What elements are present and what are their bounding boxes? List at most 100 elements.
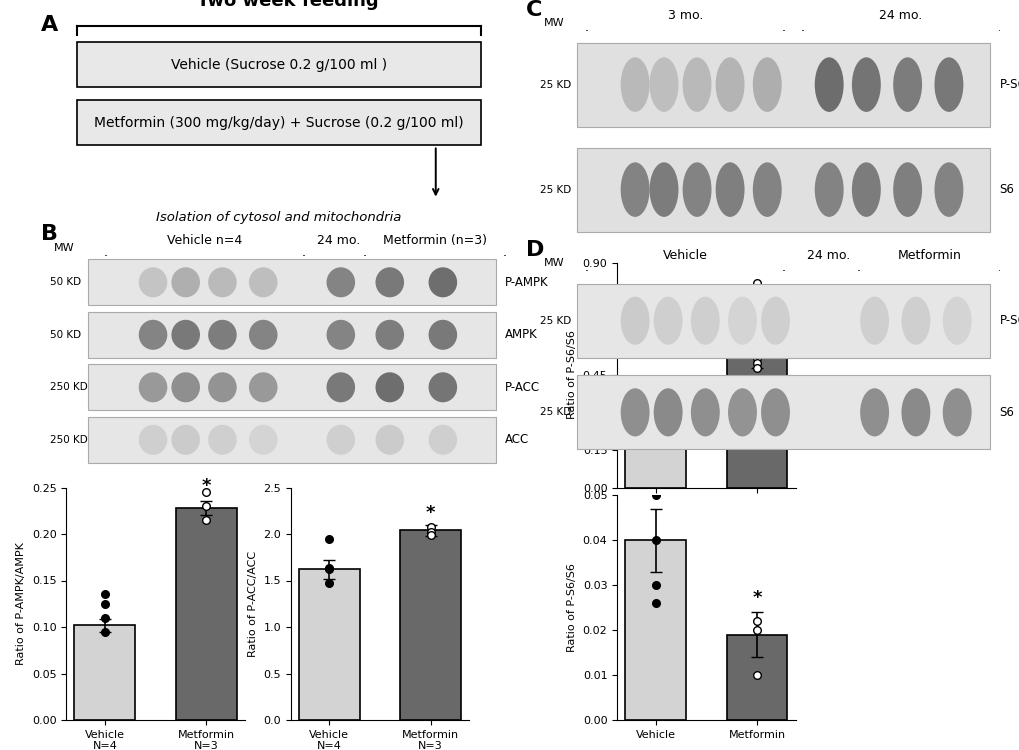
Text: †: † [752,290,760,308]
FancyBboxPatch shape [577,148,989,232]
Text: 50 KD: 50 KD [50,330,82,340]
Ellipse shape [851,162,880,217]
Ellipse shape [682,162,711,217]
Ellipse shape [375,267,404,297]
Text: S6: S6 [999,406,1014,418]
Bar [175,508,236,720]
Text: D: D [525,240,543,260]
Bar [726,340,787,488]
FancyBboxPatch shape [88,364,495,410]
FancyBboxPatch shape [88,312,495,358]
Text: MW: MW [543,258,564,268]
Text: 24 mo.: 24 mo. [806,249,849,262]
Ellipse shape [326,267,355,297]
Ellipse shape [621,296,649,345]
Ellipse shape [715,162,744,217]
Ellipse shape [621,57,649,112]
Text: *: * [202,477,211,495]
Ellipse shape [326,372,355,402]
Ellipse shape [752,162,781,217]
Ellipse shape [171,424,200,454]
Ellipse shape [728,296,756,345]
Ellipse shape [901,296,929,345]
Ellipse shape [139,424,167,454]
Ellipse shape [171,267,200,297]
Ellipse shape [249,267,277,297]
FancyBboxPatch shape [76,42,480,87]
Text: 24 mo.: 24 mo. [317,233,360,247]
Text: C: C [525,0,541,20]
Ellipse shape [326,320,355,350]
Ellipse shape [208,267,236,297]
Ellipse shape [428,424,457,454]
Ellipse shape [901,388,929,436]
Text: P-ACC: P-ACC [504,381,540,394]
Ellipse shape [690,296,719,345]
Text: Isolation of cytosol and mitochondria: Isolation of cytosol and mitochondria [156,211,400,224]
Text: 50 KD: 50 KD [50,278,82,287]
Ellipse shape [760,296,789,345]
Ellipse shape [208,372,236,402]
Text: MW: MW [543,18,564,28]
Text: Metformin: Metformin [897,249,960,262]
Ellipse shape [249,320,277,350]
Text: Vehicle n=4: Vehicle n=4 [167,233,243,247]
Text: P-S6: P-S6 [999,78,1019,91]
Text: 25 KD: 25 KD [539,316,571,326]
Ellipse shape [653,388,682,436]
Text: AMPK: AMPK [504,328,538,341]
Bar [625,422,686,488]
Text: 250 KD: 250 KD [50,382,88,392]
Ellipse shape [375,320,404,350]
Y-axis label: Ratio of P-AMPK/AMPK: Ratio of P-AMPK/AMPK [16,542,26,665]
Ellipse shape [942,296,971,345]
Ellipse shape [139,372,167,402]
Ellipse shape [208,424,236,454]
Ellipse shape [375,424,404,454]
Text: 250 KD: 250 KD [50,435,88,445]
Text: P-AMPK: P-AMPK [504,276,548,289]
Ellipse shape [682,57,711,112]
Text: S6: S6 [999,183,1014,196]
Ellipse shape [171,320,200,350]
Ellipse shape [171,372,200,402]
FancyBboxPatch shape [88,417,495,463]
Ellipse shape [649,162,678,217]
Text: B: B [41,224,58,245]
Bar [74,626,136,720]
Text: A: A [41,15,58,35]
Ellipse shape [428,320,457,350]
Ellipse shape [752,57,781,112]
Y-axis label: Ratio of P-ACC/ACC: Ratio of P-ACC/ACC [248,550,258,657]
Ellipse shape [428,372,457,402]
Ellipse shape [859,388,889,436]
Ellipse shape [621,388,649,436]
Text: Vehicle (Sucrose 0.2 g/100 ml ): Vehicle (Sucrose 0.2 g/100 ml ) [170,58,386,71]
Ellipse shape [715,57,744,112]
Ellipse shape [139,267,167,297]
Ellipse shape [653,296,682,345]
Ellipse shape [621,162,649,217]
Text: Metformin (n=3): Metformin (n=3) [382,233,486,247]
Ellipse shape [249,372,277,402]
Ellipse shape [933,162,962,217]
Ellipse shape [249,424,277,454]
Ellipse shape [851,57,880,112]
Text: Metformin (300 mg/kg/day) + Sucrose (0.2 g/100 ml): Metformin (300 mg/kg/day) + Sucrose (0.2… [94,116,463,130]
Bar [299,569,360,720]
Ellipse shape [375,372,404,402]
Text: 25 KD: 25 KD [539,407,571,417]
Bar [726,634,787,720]
Ellipse shape [649,57,678,112]
Ellipse shape [814,162,843,217]
Ellipse shape [208,320,236,350]
Text: MW: MW [54,243,74,253]
Ellipse shape [942,388,971,436]
Y-axis label: Ratio of P-S6/S6: Ratio of P-S6/S6 [567,331,577,419]
Text: Two week feeding: Two week feeding [197,0,378,10]
Ellipse shape [139,320,167,350]
Text: 24 mo.: 24 mo. [878,8,922,22]
Bar [625,540,686,720]
Text: 3 mo.: 3 mo. [666,8,702,22]
FancyBboxPatch shape [88,260,495,305]
